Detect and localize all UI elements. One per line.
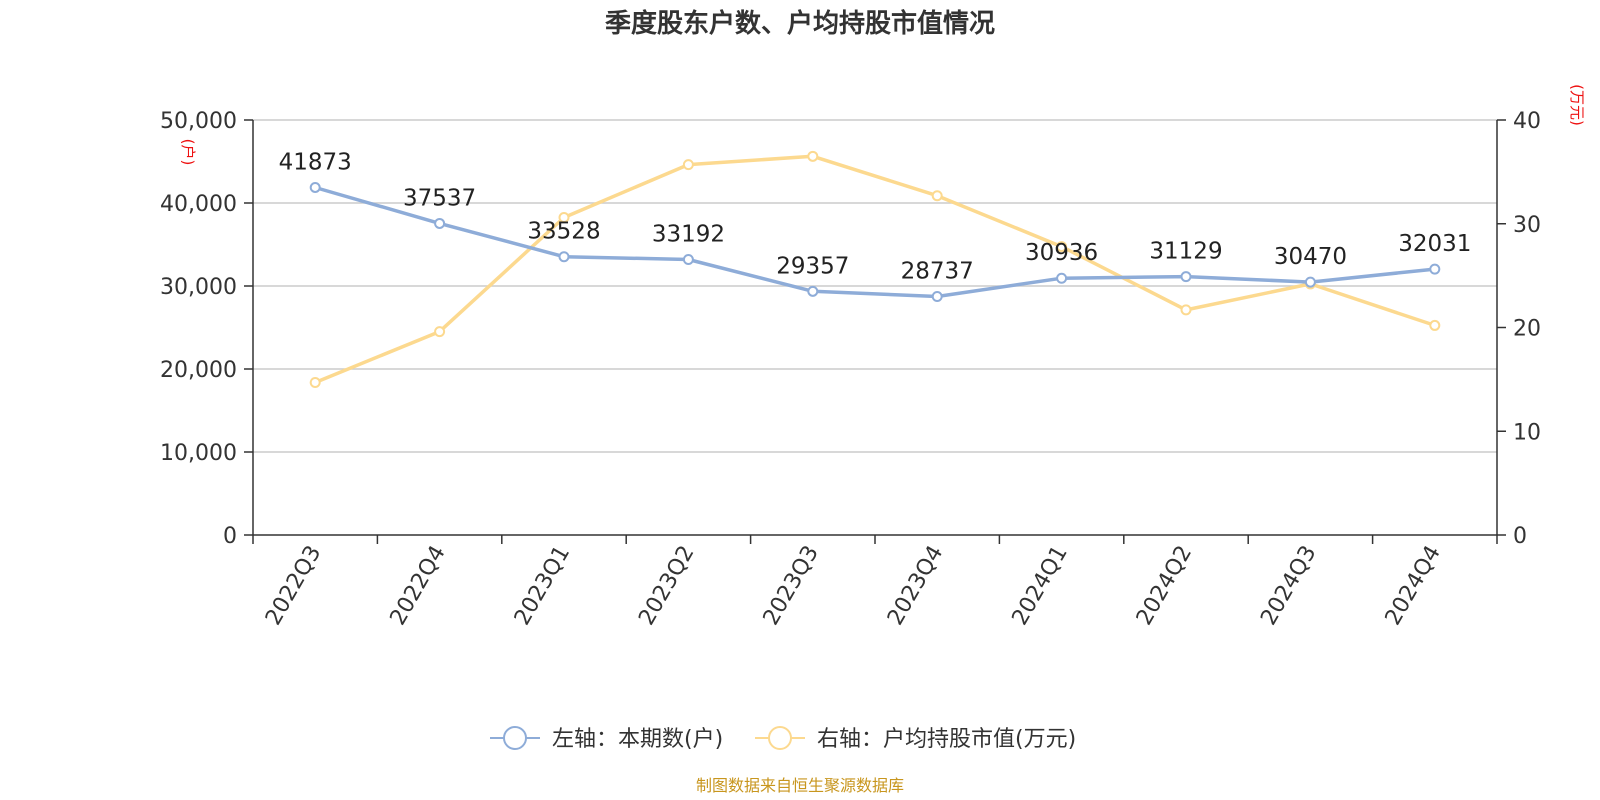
data-labels: 41873 37537 33528 33192 29357 28737 30936 31129… — [279, 149, 1472, 284]
data-point-right — [931, 190, 943, 202]
chart-title: 季度股东户数、户均持股市值情况 — [605, 8, 995, 39]
data-label: 30936 — [1025, 240, 1098, 266]
gridlines — [253, 119, 1497, 453]
data-label: 33192 — [652, 222, 725, 248]
series-layer — [309, 150, 1441, 388]
x-tick-label: 2023Q3 — [759, 542, 824, 630]
data-point-right — [807, 150, 819, 162]
x-tick-label: 2024Q2 — [1132, 542, 1197, 630]
data-label: 28737 — [901, 258, 974, 284]
data-point-right — [434, 326, 446, 338]
left-axis-unit: (户) — [179, 139, 197, 166]
data-point-right — [1429, 319, 1441, 331]
legend-marker-left — [503, 726, 527, 750]
series-line-left — [314, 185, 1435, 299]
data-label: 33528 — [527, 219, 600, 245]
data-point-left — [1180, 271, 1192, 283]
data-point-right — [1180, 304, 1192, 316]
data-point-left — [1304, 276, 1316, 288]
legend-label-left: 左轴：本期数(户) — [552, 727, 723, 752]
right-y-axis: 0 10 20 30 40 — [1496, 109, 1541, 549]
data-point-left — [1429, 263, 1441, 275]
legend-label-right: 右轴：户均持股市值(万元) — [817, 727, 1076, 752]
x-tick-label: 2023Q4 — [883, 541, 948, 629]
data-point-right — [1056, 241, 1068, 253]
legend-item-right-series[interactable]: 右轴：户均持股市值(万元) — [755, 726, 1076, 752]
x-tick-label: 2024Q4 — [1381, 542, 1446, 630]
data-point-right — [682, 159, 694, 171]
data-point-right — [309, 376, 321, 388]
data-point-left — [558, 251, 570, 263]
x-tick-label: 2022Q3 — [261, 542, 326, 630]
series-line-right — [314, 154, 1436, 385]
data-label: 29357 — [776, 253, 849, 279]
data-point-left — [1056, 272, 1068, 284]
right-axis-unit: (万元) — [1568, 84, 1586, 126]
legend-item-left-series[interactable]: 左轴：本期数(户) — [490, 726, 723, 752]
data-point-left — [682, 254, 694, 266]
right-tick-label: 10 — [1513, 420, 1541, 445]
x-tick-label: 2022Q4 — [385, 542, 450, 630]
x-tick-label: 2023Q2 — [634, 542, 699, 630]
left-y-axis: 0 10,000 20,000 30,000 40,000 50,000 — [160, 109, 254, 549]
data-label: 37537 — [403, 185, 476, 211]
left-tick-label: 10,000 — [160, 441, 237, 466]
data-point-left — [931, 290, 943, 302]
data-label: 32031 — [1398, 231, 1471, 257]
left-tick-label: 0 — [223, 524, 237, 549]
x-axis: 2022Q3 2022Q4 2023Q1 2023Q2 2023Q3 2023Q4 2024… — [252, 534, 1498, 630]
data-point-left — [309, 181, 321, 193]
right-tick-label: 20 — [1513, 317, 1541, 342]
legend: 左轴：本期数(户) 右轴：户均持股市值(万元) — [490, 726, 1076, 752]
right-tick-label: 30 — [1513, 213, 1541, 238]
legend-marker-right — [768, 726, 792, 750]
left-tick-label: 40,000 — [160, 192, 237, 217]
left-tick-label: 50,000 — [160, 109, 237, 134]
data-label: 41873 — [279, 149, 352, 175]
x-tick-label: 2024Q3 — [1256, 542, 1321, 630]
data-point-left — [807, 285, 819, 297]
data-point-left — [434, 217, 446, 229]
right-tick-label: 40 — [1513, 109, 1541, 134]
right-tick-label: 0 — [1513, 524, 1527, 549]
x-tick-label: 2023Q1 — [510, 542, 575, 630]
data-point-right — [558, 212, 570, 224]
x-tick-label: 2024Q1 — [1007, 542, 1072, 630]
left-tick-label: 20,000 — [160, 358, 237, 383]
left-tick-label: 30,000 — [160, 275, 237, 300]
source-note: 制图数据来自恒生聚源数据库 — [696, 776, 904, 795]
data-label: 30470 — [1274, 244, 1347, 270]
data-label: 31129 — [1149, 239, 1222, 265]
